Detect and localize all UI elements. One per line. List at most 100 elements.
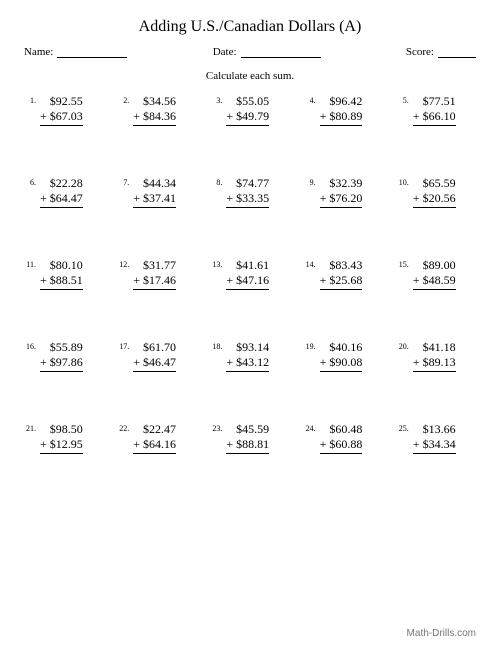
- problem-stack: $89.00+ $48.59: [413, 258, 456, 290]
- problem-stack: $32.39+ $76.20: [320, 176, 363, 208]
- addend-top: $34.56: [133, 94, 176, 109]
- addend-top: $31.77: [133, 258, 176, 273]
- problem: 21.$98.50+ $12.95: [24, 422, 103, 454]
- addend-bottom: + $97.86: [40, 355, 83, 372]
- problem-stack: $93.14+ $43.12: [226, 340, 269, 372]
- problem-stack: $83.43+ $25.68: [320, 258, 363, 290]
- addend-top: $22.28: [40, 176, 83, 191]
- problem: 4.$96.42+ $80.89: [304, 94, 383, 126]
- addend-top: $89.00: [413, 258, 456, 273]
- problem-number: 13.: [210, 258, 222, 269]
- problem: 18. $93.14+ $43.12: [210, 340, 289, 372]
- addend-top: $80.10: [40, 258, 83, 273]
- addend-bottom: + $46.47: [133, 355, 176, 372]
- name-label: Name:: [24, 46, 53, 58]
- addend-top: $40.16: [320, 340, 363, 355]
- addend-bottom: + $88.81: [226, 437, 269, 454]
- problem-number: 1.: [24, 94, 36, 105]
- problem-number: 5.: [397, 94, 409, 105]
- problem: 22.$22.47+ $64.16: [117, 422, 196, 454]
- problem-number: 8.: [210, 176, 222, 187]
- addend-top: $55.05: [226, 94, 269, 109]
- date-blank[interactable]: [241, 47, 321, 58]
- problem-number: 9.: [304, 176, 316, 187]
- problem: 6.$22.28+ $64.47: [24, 176, 103, 208]
- problem-grid: 1. $92.55+ $67.03 2. $34.56+ $84.36 3.$55.05…: [24, 94, 476, 454]
- problem: 7.$44.34+ $37.41: [117, 176, 196, 208]
- problem-number: 6.: [24, 176, 36, 187]
- problem-number: 20.: [397, 340, 409, 351]
- problem-stack: $22.47+ $64.16: [133, 422, 176, 454]
- addend-bottom: + $33.35: [226, 191, 269, 208]
- addend-bottom: + $84.36: [133, 109, 176, 126]
- problem-stack: $55.05+ $49.79: [226, 94, 269, 126]
- problem: 1. $92.55+ $67.03: [24, 94, 103, 126]
- problem-stack: $60.48+ $60.88: [320, 422, 363, 454]
- addend-top: $41.61: [226, 258, 269, 273]
- addend-bottom: + $17.46: [133, 273, 176, 290]
- addend-top: $41.18: [413, 340, 456, 355]
- date-field: Date:: [213, 46, 321, 58]
- addend-bottom: + $60.88: [320, 437, 363, 454]
- addend-bottom: + $88.51: [40, 273, 83, 290]
- problem-number: 11.: [24, 258, 36, 269]
- problem: 16.$55.89+ $97.86: [24, 340, 103, 372]
- instruction: Calculate each sum.: [24, 70, 476, 82]
- problem-number: 23.: [210, 422, 222, 433]
- addend-top: $22.47: [133, 422, 176, 437]
- addend-top: $45.59: [226, 422, 269, 437]
- problem-stack: $31.77+ $17.46: [133, 258, 176, 290]
- problem-number: 14.: [304, 258, 316, 269]
- problem-number: 12.: [117, 258, 129, 269]
- addend-bottom: + $34.34: [413, 437, 456, 454]
- addend-bottom: + $48.59: [413, 273, 456, 290]
- problem-stack: $74.77+ $33.35: [226, 176, 269, 208]
- problem-number: 4.: [304, 94, 316, 105]
- score-blank[interactable]: [438, 47, 476, 58]
- problem: 15. $89.00+ $48.59: [397, 258, 476, 290]
- problem: 19.$40.16+ $90.08: [304, 340, 383, 372]
- addend-top: $32.39: [320, 176, 363, 191]
- problem: 17.$61.70+ $46.47: [117, 340, 196, 372]
- addend-top: $13.66: [413, 422, 456, 437]
- addend-bottom: + $66.10: [413, 109, 456, 126]
- problem-number: 15.: [397, 258, 409, 269]
- problem-stack: $80.10+ $88.51: [40, 258, 83, 290]
- name-blank[interactable]: [57, 47, 127, 58]
- addend-top: $65.59: [413, 176, 456, 191]
- problem-number: 10.: [397, 176, 409, 187]
- problem-number: 25.: [397, 422, 409, 433]
- problem-stack: $45.59+ $88.81: [226, 422, 269, 454]
- score-field: Score:: [406, 46, 476, 58]
- addend-top: $55.89: [40, 340, 83, 355]
- addend-bottom: + $80.89: [320, 109, 363, 126]
- problem: 9. $32.39+ $76.20: [304, 176, 383, 208]
- problem-stack: $34.56+ $84.36: [133, 94, 176, 126]
- addend-bottom: + $12.95: [40, 437, 83, 454]
- addend-bottom: + $20.56: [413, 191, 456, 208]
- addend-top: $74.77: [226, 176, 269, 191]
- addend-top: $60.48: [320, 422, 363, 437]
- problem-number: 19.: [304, 340, 316, 351]
- problem: 10. $65.59+ $20.56: [397, 176, 476, 208]
- addend-top: $44.34: [133, 176, 176, 191]
- problem-stack: $98.50+ $12.95: [40, 422, 83, 454]
- problem-stack: $44.34+ $37.41: [133, 176, 176, 208]
- problem: 14. $83.43+ $25.68: [304, 258, 383, 290]
- page-title: Adding U.S./Canadian Dollars (A): [24, 18, 476, 36]
- problem: 25. $13.66+ $34.34: [397, 422, 476, 454]
- addend-top: $93.14: [226, 340, 269, 355]
- problem: 5.$77.51+ $66.10: [397, 94, 476, 126]
- problem-stack: $41.61+ $47.16: [226, 258, 269, 290]
- problem-number: 18.: [210, 340, 222, 351]
- name-field: Name:: [24, 46, 127, 58]
- problem-stack: $92.55+ $67.03: [40, 94, 83, 126]
- problem: 8. $74.77+ $33.35: [210, 176, 289, 208]
- problem: 3.$55.05+ $49.79: [210, 94, 289, 126]
- date-label: Date:: [213, 46, 237, 58]
- addend-bottom: + $25.68: [320, 273, 363, 290]
- addend-bottom: + $43.12: [226, 355, 269, 372]
- problem: 24.$60.48+ $60.88: [304, 422, 383, 454]
- problem-number: 2.: [117, 94, 129, 105]
- header-fields: Name: Date: Score:: [24, 46, 476, 58]
